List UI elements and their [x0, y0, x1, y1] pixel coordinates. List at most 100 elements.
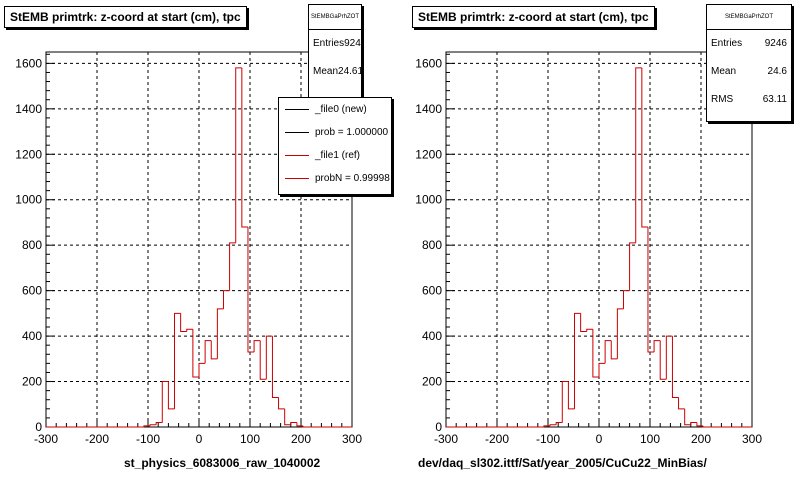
right-stats-mean-row: Mean 24.6	[707, 58, 791, 86]
right-x-tick-label: 0	[596, 432, 603, 446]
left-y-tick-label: 600	[22, 284, 42, 298]
left-histogram-bin	[259, 340, 267, 380]
left-x-tick-label: -200	[85, 432, 109, 446]
left-x-tick-label: 300	[342, 432, 362, 446]
left-y-tick-label: 0	[35, 420, 42, 434]
right-y-tick-label: 400	[422, 329, 442, 343]
legend-entry-probn: probN = 0.99998	[279, 167, 391, 190]
left-histogram-bin	[278, 397, 285, 410]
legend-line-ref	[285, 155, 309, 156]
right-histogram-bin	[659, 340, 667, 380]
right-histogram-bin	[690, 421, 697, 425]
left-stats-entries-value: 9247	[344, 38, 361, 49]
right-x-tick-label: 200	[691, 432, 711, 446]
left-y-tick-label: 1000	[15, 193, 42, 207]
right-stats-entries-row: Entries 9246	[707, 30, 791, 58]
right-y-tick-label: 200	[422, 375, 442, 389]
left-histogram-bin	[265, 335, 273, 380]
right-x-axis-label: dev/daq_sl302.ittf/Sat/year_2005/CuCu22_…	[418, 456, 707, 470]
legend-entry-new: _file0 (new)	[279, 98, 391, 121]
left-y-tick-label: 1200	[15, 147, 42, 161]
left-histogram-title: StEMB primtrk: z-coord at start (cm), tp…	[4, 6, 247, 28]
right-stats-entries-value: 9246	[764, 38, 787, 49]
left-histogram-pad: -300 -200 -100 0 100 200 300 0 200 400 600 800 1000 1…	[4, 4, 392, 470]
right-histogram-bin	[678, 397, 685, 410]
left-histogram-bin	[253, 340, 261, 352]
right-histogram-plot: -300 -200 -100 0 100 200 300 0 200 400 600 800 1000 1…	[415, 51, 762, 446]
left-histogram-bin	[290, 421, 297, 425]
left-histogram-bin	[296, 422, 304, 427]
legend-label-new: _file0 (new)	[315, 104, 367, 115]
left-stats-mean-value: 24.61	[338, 66, 362, 77]
right-histogram-bin	[684, 408, 691, 426]
left-y-tick-label: 1400	[15, 102, 42, 116]
left-histogram-bin	[271, 336, 279, 398]
right-histogram-bin	[567, 381, 575, 410]
right-histogram-bin	[604, 340, 612, 364]
right-y-tick-label: 1400	[415, 102, 442, 116]
right-histogram-bin	[549, 424, 557, 426]
left-x-tick-label: -100	[136, 432, 160, 446]
right-y-tick-label: 0	[435, 420, 442, 434]
right-histogram-bin	[543, 425, 551, 427]
right-histogram-bin	[671, 336, 679, 398]
left-histogram-bin	[192, 329, 199, 378]
left-stats-name: StEMBGaPrhZOT	[309, 5, 361, 30]
right-histogram-bin	[610, 340, 618, 360]
left-histogram-bin	[229, 242, 236, 291]
left-histogram-bin	[149, 424, 157, 426]
legend-label-prob: prob = 1.000000	[315, 127, 389, 138]
left-histogram-bin	[235, 67, 242, 243]
left-histogram-bin	[284, 408, 291, 426]
left-stats-mean-label: Mean	[313, 66, 339, 77]
right-stats-mean-value: 24.6	[767, 66, 787, 77]
right-histogram-bin	[555, 421, 563, 425]
right-y-tick-label: 1000	[415, 193, 442, 207]
right-histogram-bin	[635, 67, 642, 243]
legend-entry-prob: prob = 1.000000	[279, 121, 391, 144]
left-stats-mean-row: Mean 24.61	[309, 58, 361, 86]
right-x-tick-label: 100	[640, 432, 660, 446]
right-stats-entries-label: Entries	[711, 38, 743, 49]
legend-label-ref: _file1 (ref)	[315, 150, 361, 161]
right-x-tick-label: -100	[536, 432, 560, 446]
right-y-tick-label: 1600	[415, 56, 442, 70]
legend-line-new	[285, 109, 309, 110]
left-x-tick-label: -300	[34, 432, 58, 446]
left-stats-entries-row: Entries 9247	[309, 30, 361, 58]
right-stats-name: StEMBGaPrhZOT	[707, 5, 791, 30]
right-histogram-bin	[641, 67, 648, 228]
legend-line-prob	[285, 132, 309, 133]
left-histogram-bin	[198, 362, 206, 377]
right-histogram-bin	[629, 242, 636, 291]
right-y-tick-label: 1200	[415, 147, 442, 161]
left-histogram-bin	[204, 340, 212, 364]
right-y-tick-label: 600	[422, 284, 442, 298]
left-histogram-bin	[216, 308, 224, 359]
right-stats-rms-row: RMS 63.11	[707, 86, 791, 114]
right-x-tick-label: 300	[742, 432, 762, 446]
left-x-tick-label: 100	[240, 432, 260, 446]
legend-entry-ref: _file1 (ref)	[279, 144, 391, 167]
left-histogram-bin	[180, 313, 187, 333]
right-stats-rms-label: RMS	[711, 94, 734, 105]
right-histogram-bin	[598, 362, 606, 377]
left-histogram-bin	[302, 425, 310, 428]
right-histogram-bin	[696, 422, 704, 427]
left-histogram-bin	[167, 381, 175, 410]
left-y-tick-label: 800	[22, 238, 42, 252]
right-histogram-bin	[622, 290, 630, 309]
right-histogram-bin	[647, 227, 655, 353]
left-y-tick-label: 400	[22, 329, 42, 343]
right-stats-mean-label: Mean	[711, 66, 737, 77]
left-stats-entries-label: Entries	[313, 38, 345, 49]
left-histogram-bin	[155, 421, 163, 425]
left-histogram-bin	[222, 290, 230, 309]
left-histogram-bin	[186, 328, 193, 332]
left-histogram-bin	[247, 227, 255, 353]
left-histogram-bin	[161, 381, 169, 423]
right-histogram-bin	[616, 308, 624, 359]
right-stats-box: StEMBGaPrhZOT Entries 9246 Mean 24.6 RMS…	[706, 4, 792, 122]
right-y-tick-label: 800	[422, 238, 442, 252]
right-x-tick-label: -200	[485, 432, 509, 446]
